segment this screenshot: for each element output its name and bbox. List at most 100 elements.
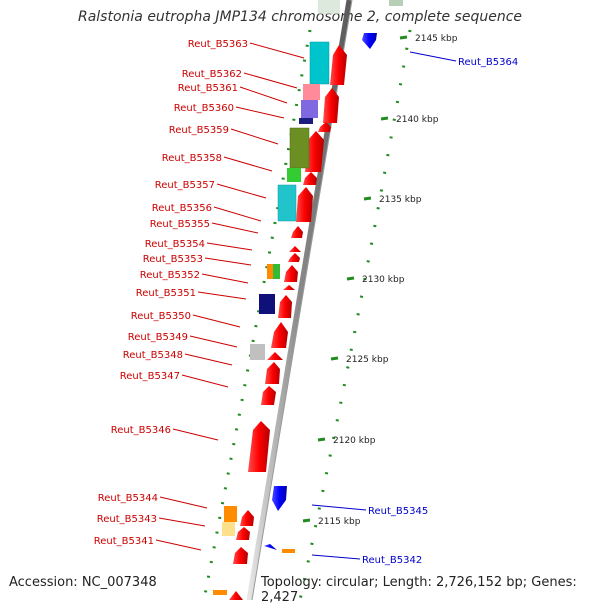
feature-block	[250, 344, 265, 360]
gene-label: Reut_B5359	[169, 125, 229, 136]
feature-block	[287, 168, 301, 182]
gene-label: Reut_B5346	[111, 425, 171, 436]
gene-arrow	[265, 362, 280, 384]
scale-label: 2130 kbp	[362, 275, 405, 285]
scale-major-tick	[399, 35, 408, 40]
gene-label: Reut_B5355	[150, 219, 210, 230]
topology-label: Topology: circular; Length: 2,726,152 bp…	[261, 575, 577, 605]
gene-label-leader	[311, 554, 361, 560]
gene-arrow	[296, 187, 313, 222]
gene-label-leader	[230, 128, 279, 145]
feature-block	[318, 0, 340, 14]
feature-block	[259, 294, 275, 314]
scale-label: 2115 kbp	[318, 517, 361, 527]
gene-label-leader	[409, 51, 457, 62]
scale-major-tick	[380, 116, 389, 121]
gene-label-leader	[181, 374, 229, 388]
feature-block	[389, 0, 403, 6]
gene-arrow	[330, 45, 347, 85]
gene-label: Reut_B5354	[145, 239, 205, 250]
gene-label-leader	[184, 353, 233, 366]
feature-block	[303, 84, 320, 100]
scale-label: 2125 kbp	[346, 355, 389, 365]
scale-major-tick	[317, 437, 326, 442]
gene-label-leader	[243, 72, 298, 89]
gene-label-leader	[159, 496, 208, 509]
gene-label: Reut_B5341	[94, 536, 154, 547]
gene-arrow	[278, 295, 292, 318]
gene-label-leader	[206, 242, 253, 251]
gene-label: Reut_B5345	[368, 506, 428, 517]
gene-label-leader	[201, 273, 249, 284]
feature-block	[213, 590, 227, 595]
gene-label-leader	[235, 106, 285, 119]
feature-block	[267, 264, 273, 279]
gene-label: Reut_B5356	[152, 203, 212, 214]
feature-block	[282, 549, 295, 553]
feature-block	[289, 127, 310, 169]
gene-label: Reut_B5347	[120, 371, 180, 382]
gene-arrow	[284, 265, 298, 282]
gene-arrow	[233, 547, 248, 564]
right-gene-labels: Reut_B5364 Reut_B5345 Reut_B5342	[311, 51, 518, 566]
gene-label: Reut_B5343	[97, 514, 157, 525]
gene-arrow	[283, 285, 295, 290]
gene-label: Reut_B5349	[128, 332, 188, 343]
gene-label: Reut_B5358	[162, 153, 222, 164]
gene-label-leader	[192, 314, 241, 328]
gene-label: Reut_B5351	[136, 288, 196, 299]
gene-label-leader	[172, 428, 219, 441]
feature-block	[224, 506, 237, 522]
scale-major-tick	[363, 196, 372, 201]
gene-label: Reut_B5362	[182, 69, 242, 80]
scale-label: 2145 kbp	[415, 34, 458, 44]
gene-label: Reut_B5344	[98, 493, 158, 504]
scale-major-tick	[346, 276, 355, 281]
gene-arrow	[362, 33, 377, 49]
gene-arrow	[305, 131, 324, 172]
gene-label: Reut_B5348	[123, 350, 183, 361]
map-title: Ralstonia eutropha JMP134 chromosome 2, …	[77, 9, 522, 25]
gene-arrow	[261, 386, 276, 405]
gene-label-leader	[239, 86, 288, 104]
scale-label: 2120 kbp	[333, 436, 376, 446]
feature-block	[222, 522, 235, 536]
gene-arrow	[267, 352, 283, 360]
gene-label-leader	[158, 517, 206, 527]
gene-arrow	[291, 226, 303, 238]
forward-genes	[229, 45, 347, 600]
gene-label: Reut_B5342	[362, 555, 422, 566]
scale-labels: 2145 kbp 2140 kbp 2135 kbp 2130 kbp 2125 kbp…	[302, 34, 458, 527]
scale-label: 2140 kbp	[396, 115, 439, 125]
gene-label-leader	[216, 183, 267, 199]
gene-label-leader	[211, 222, 259, 234]
gene-arrow	[236, 527, 250, 540]
scale-major-tick	[302, 518, 311, 523]
gene-label-leader	[189, 335, 238, 348]
accession-label: Accession: NC_007348	[9, 575, 157, 590]
reverse-genes	[264, 33, 377, 550]
feature-blocks	[213, 0, 403, 595]
gene-arrow	[264, 544, 277, 550]
feature-block	[301, 100, 318, 118]
feature-block	[299, 118, 313, 124]
scale-label: 2135 kbp	[379, 195, 422, 205]
gene-arrow	[272, 486, 287, 511]
gene-label-leader	[155, 539, 202, 551]
feature-block	[273, 264, 280, 279]
gene-label: Reut_B5353	[143, 254, 203, 265]
gene-arrow	[248, 421, 270, 472]
gene-label-leader	[197, 291, 247, 300]
feature-block	[277, 184, 297, 222]
gene-arrow	[318, 122, 331, 132]
gene-arrow	[271, 322, 288, 348]
gene-label: Reut_B5360	[174, 103, 234, 114]
gene-label: Reut_B5357	[155, 180, 215, 191]
gene-label: Reut_B5364	[458, 57, 518, 68]
gene-arrow	[240, 510, 254, 526]
gene-label-leader	[223, 156, 273, 172]
gene-arrow	[288, 253, 300, 262]
gene-arrow	[323, 88, 339, 123]
